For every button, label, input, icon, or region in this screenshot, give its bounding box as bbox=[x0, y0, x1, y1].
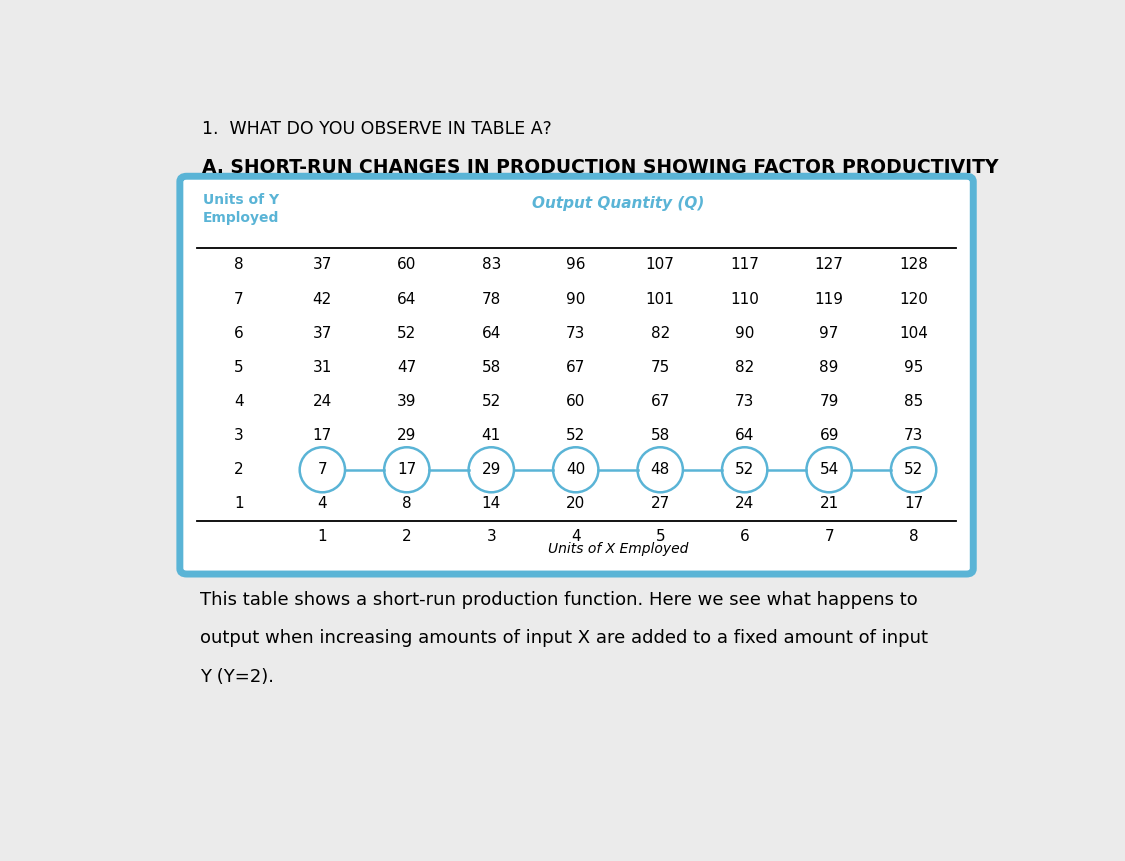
Text: 1: 1 bbox=[234, 497, 243, 511]
Text: Output Quantity (Q): Output Quantity (Q) bbox=[532, 196, 704, 211]
Text: A. SHORT-RUN CHANGES IN PRODUCTION SHOWING FACTOR PRODUCTIVITY: A. SHORT-RUN CHANGES IN PRODUCTION SHOWI… bbox=[201, 158, 998, 177]
Text: 48: 48 bbox=[650, 462, 669, 477]
Text: 120: 120 bbox=[899, 292, 928, 307]
Text: 2: 2 bbox=[234, 462, 243, 477]
Text: 58: 58 bbox=[482, 360, 501, 375]
Text: 6: 6 bbox=[740, 529, 749, 543]
Text: 7: 7 bbox=[234, 292, 243, 307]
Text: Y (Y=2).: Y (Y=2). bbox=[200, 667, 273, 685]
Text: 119: 119 bbox=[814, 292, 844, 307]
Text: 1.  WHAT DO YOU OBSERVE IN TABLE A?: 1. WHAT DO YOU OBSERVE IN TABLE A? bbox=[201, 120, 551, 138]
FancyBboxPatch shape bbox=[180, 177, 973, 574]
Text: 17: 17 bbox=[904, 497, 924, 511]
Text: 52: 52 bbox=[566, 428, 585, 443]
Text: 97: 97 bbox=[819, 325, 839, 341]
Text: 7: 7 bbox=[317, 462, 327, 477]
Text: 117: 117 bbox=[730, 257, 759, 272]
Text: 107: 107 bbox=[646, 257, 675, 272]
Text: 82: 82 bbox=[650, 325, 669, 341]
Text: 127: 127 bbox=[814, 257, 844, 272]
Text: 52: 52 bbox=[397, 325, 416, 341]
Text: 69: 69 bbox=[819, 428, 839, 443]
Text: 2: 2 bbox=[402, 529, 412, 543]
Text: 14: 14 bbox=[482, 497, 501, 511]
Text: 8: 8 bbox=[402, 497, 412, 511]
Text: 3: 3 bbox=[234, 428, 244, 443]
Text: 27: 27 bbox=[650, 497, 669, 511]
Text: 20: 20 bbox=[566, 497, 585, 511]
Text: 79: 79 bbox=[819, 394, 839, 409]
FancyBboxPatch shape bbox=[197, 189, 956, 561]
Text: 47: 47 bbox=[397, 360, 416, 375]
Text: 17: 17 bbox=[397, 462, 416, 477]
Text: 39: 39 bbox=[397, 394, 416, 409]
Text: 73: 73 bbox=[735, 394, 755, 409]
Text: 128: 128 bbox=[899, 257, 928, 272]
Text: 96: 96 bbox=[566, 257, 585, 272]
Text: 17: 17 bbox=[313, 428, 332, 443]
Text: 64: 64 bbox=[735, 428, 755, 443]
Text: 31: 31 bbox=[313, 360, 332, 375]
Text: 1: 1 bbox=[317, 529, 327, 543]
Text: 37: 37 bbox=[313, 257, 332, 272]
Text: 52: 52 bbox=[904, 462, 924, 477]
Text: 41: 41 bbox=[482, 428, 501, 443]
Text: 6: 6 bbox=[234, 325, 244, 341]
Text: 67: 67 bbox=[650, 394, 669, 409]
Text: 83: 83 bbox=[482, 257, 501, 272]
Text: 78: 78 bbox=[482, 292, 501, 307]
Text: 64: 64 bbox=[397, 292, 416, 307]
Text: output when increasing amounts of input X are added to a fixed amount of input: output when increasing amounts of input … bbox=[200, 629, 928, 647]
Text: 24: 24 bbox=[735, 497, 754, 511]
Text: 90: 90 bbox=[566, 292, 585, 307]
Text: 90: 90 bbox=[735, 325, 755, 341]
Text: 95: 95 bbox=[903, 360, 924, 375]
Text: 73: 73 bbox=[903, 428, 924, 443]
Text: 60: 60 bbox=[397, 257, 416, 272]
Text: 67: 67 bbox=[566, 360, 585, 375]
Text: 104: 104 bbox=[899, 325, 928, 341]
Text: 5: 5 bbox=[656, 529, 665, 543]
Text: 7: 7 bbox=[825, 529, 834, 543]
Text: 29: 29 bbox=[397, 428, 416, 443]
Text: 8: 8 bbox=[909, 529, 918, 543]
Text: 64: 64 bbox=[482, 325, 501, 341]
Text: 82: 82 bbox=[735, 360, 754, 375]
Text: 73: 73 bbox=[566, 325, 585, 341]
Text: This table shows a short-run production function. Here we see what happens to: This table shows a short-run production … bbox=[200, 591, 918, 609]
Text: 101: 101 bbox=[646, 292, 675, 307]
Text: 40: 40 bbox=[566, 462, 585, 477]
Text: 5: 5 bbox=[234, 360, 243, 375]
Text: 85: 85 bbox=[904, 394, 924, 409]
Text: 4: 4 bbox=[234, 394, 243, 409]
Text: 54: 54 bbox=[819, 462, 839, 477]
Text: Units of X Employed: Units of X Employed bbox=[548, 542, 688, 556]
Text: 21: 21 bbox=[819, 497, 839, 511]
Text: 8: 8 bbox=[234, 257, 243, 272]
Text: 24: 24 bbox=[313, 394, 332, 409]
Text: 52: 52 bbox=[735, 462, 754, 477]
Text: 60: 60 bbox=[566, 394, 585, 409]
Text: 42: 42 bbox=[313, 292, 332, 307]
Text: 3: 3 bbox=[486, 529, 496, 543]
Text: 58: 58 bbox=[650, 428, 669, 443]
Text: 29: 29 bbox=[482, 462, 501, 477]
Text: 89: 89 bbox=[819, 360, 839, 375]
Text: Units of Y
Employed: Units of Y Employed bbox=[202, 194, 279, 226]
Text: 75: 75 bbox=[650, 360, 669, 375]
Text: 4: 4 bbox=[570, 529, 580, 543]
Text: 37: 37 bbox=[313, 325, 332, 341]
Text: 52: 52 bbox=[482, 394, 501, 409]
Text: 110: 110 bbox=[730, 292, 759, 307]
Text: 4: 4 bbox=[317, 497, 327, 511]
